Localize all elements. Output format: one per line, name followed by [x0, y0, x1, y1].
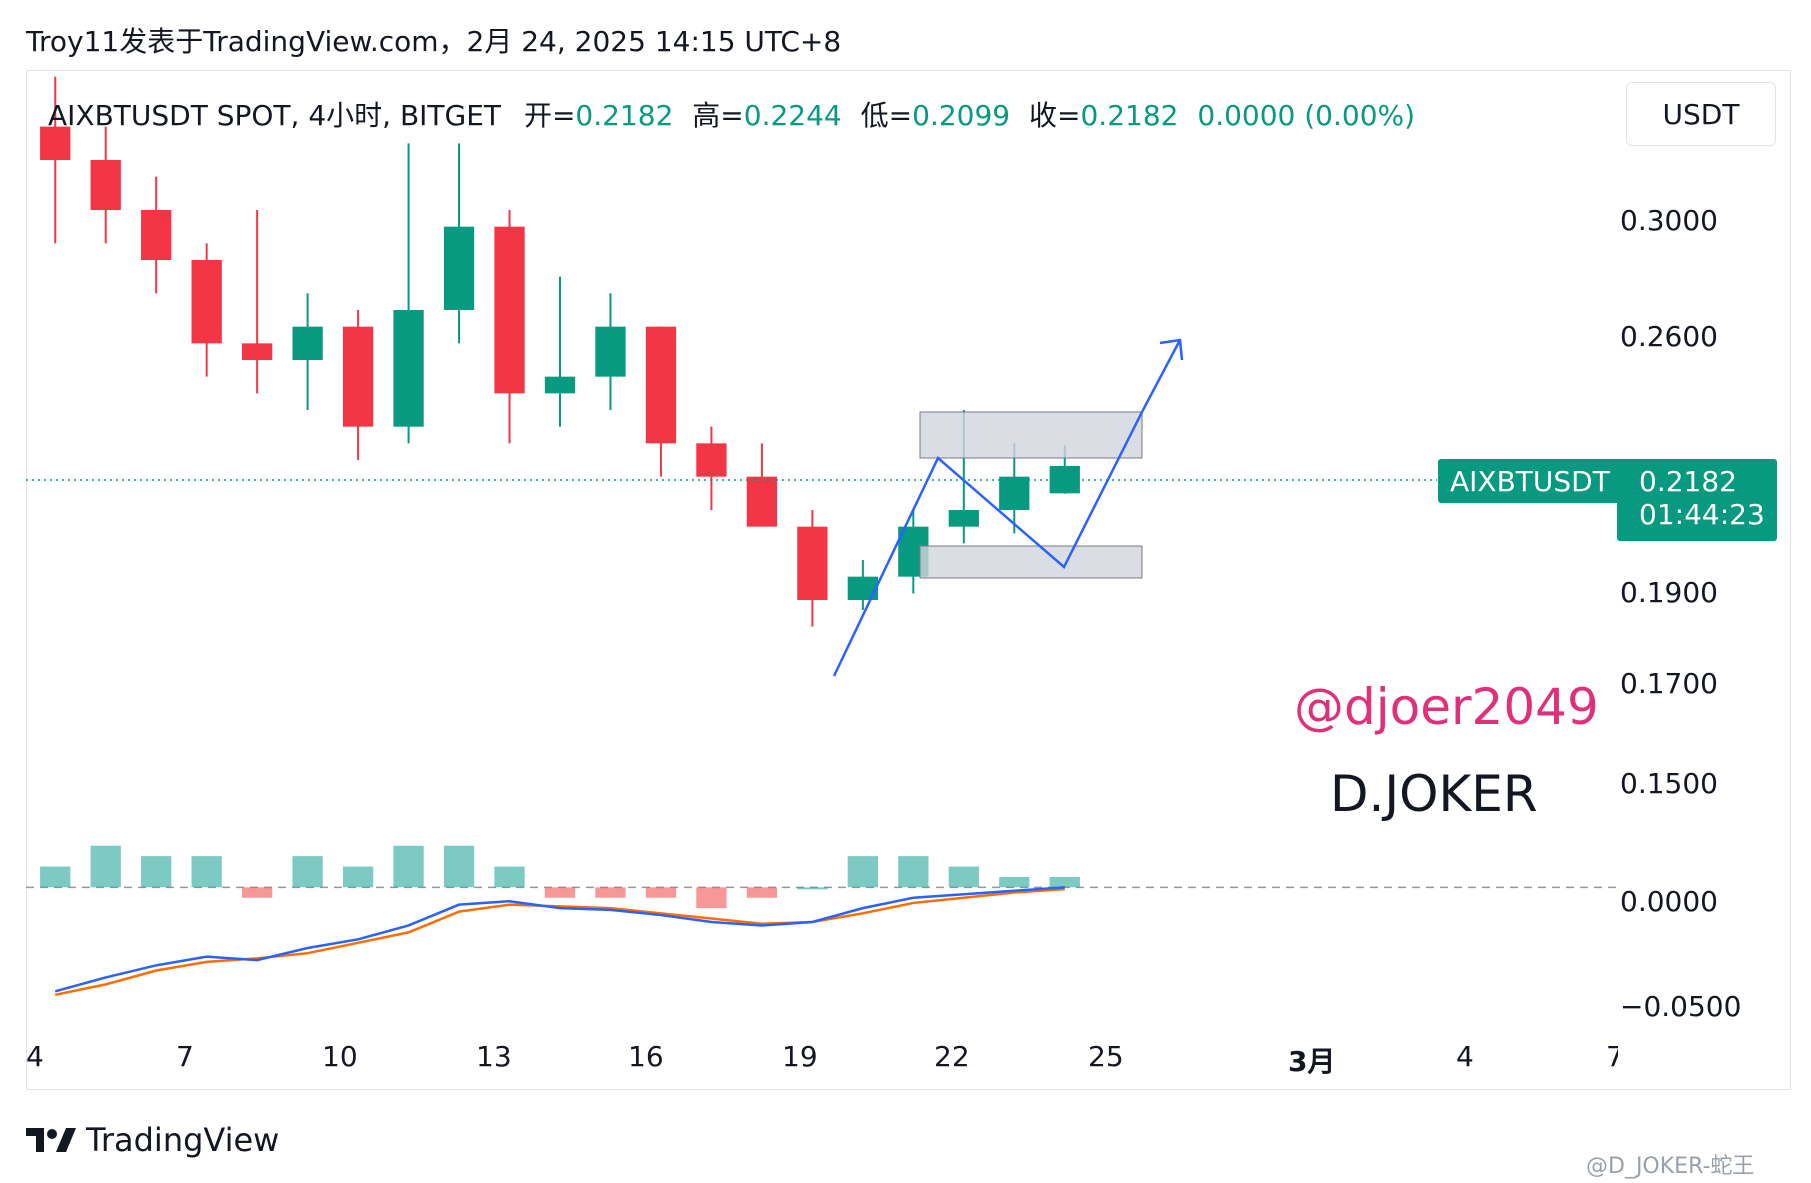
candle-body — [847, 576, 878, 600]
chart-legend: AIXBTUSDT SPOT, 4小时, BITGET 开=0.2182 高=0… — [48, 94, 1415, 134]
legend-high-value: 0.2244 — [743, 99, 842, 132]
macd-histogram-bar — [342, 866, 374, 888]
y-tick-label: 0.3000 — [1620, 204, 1718, 237]
y-tick-label: 0.1900 — [1620, 576, 1718, 609]
legend-high-label: 高= — [692, 99, 744, 132]
macd-histogram-bar — [696, 887, 727, 909]
brand-name: TradingView — [86, 1121, 280, 1159]
legend-close-value: 0.2182 — [1080, 99, 1179, 132]
projection-arrowhead — [1159, 338, 1184, 361]
macd-histogram-bar — [393, 845, 424, 888]
macd-histogram-bar — [141, 856, 172, 888]
macd-histogram-bar — [645, 887, 677, 898]
macd-histogram-bar — [40, 866, 71, 888]
x-tick-label: 7 — [176, 1040, 194, 1073]
legend-low-value: 0.2099 — [912, 99, 1011, 132]
y-tick-label: 0.0000 — [1620, 885, 1718, 918]
macd-line — [54, 886, 1065, 993]
macd-histogram — [40, 845, 1080, 909]
x-tick-label: 10 — [322, 1040, 358, 1073]
macd-histogram-bar — [948, 866, 979, 888]
macd-histogram-bar — [494, 866, 525, 888]
candle-body — [242, 343, 273, 360]
macd-histogram-bar — [544, 887, 576, 898]
symbol-price-tag: AIXBTUSDT — [1438, 459, 1622, 503]
legend-change: 0.0000 (0.00%) — [1197, 99, 1416, 132]
legend-open-label: 开= — [523, 99, 576, 132]
candle-body — [40, 126, 71, 160]
macd-histogram-bar — [746, 887, 778, 898]
legend-low-label: 低= — [860, 99, 913, 132]
candle-body — [292, 326, 323, 360]
candle-body — [90, 160, 121, 210]
macd-histogram-bar — [90, 845, 121, 888]
tradingview-logo-icon — [26, 1128, 76, 1152]
candle-body — [141, 210, 172, 260]
macd-histogram-bar — [797, 887, 828, 890]
watermark-handle: @djoer2049 — [1294, 678, 1599, 736]
chart-frame — [26, 70, 1791, 1090]
x-tick-label: 3月 — [1288, 1045, 1336, 1078]
footer-credit: @D_JOKER-蛇王 — [1586, 1154, 1755, 1179]
macd-histogram-bar — [898, 856, 929, 888]
signal-line — [54, 887, 1065, 997]
candle-body — [443, 226, 475, 310]
candle-body — [393, 310, 424, 427]
candle-body — [746, 476, 778, 527]
legend-symbol: AIXBTUSDT SPOT, 4小时, BITGET — [48, 99, 502, 132]
x-tick-label: 4 — [1456, 1040, 1474, 1073]
candle-body — [645, 326, 677, 444]
last-price-value: 0.2182 — [1639, 465, 1737, 498]
projection-path — [832, 339, 1182, 677]
y-tick-label: 0.1500 — [1620, 767, 1718, 800]
candle-body — [191, 260, 222, 344]
macd-histogram-bar — [999, 876, 1030, 888]
candle-body — [696, 443, 727, 477]
candle-body — [544, 376, 576, 394]
macd-histogram-bar — [191, 856, 222, 888]
candle-body — [342, 326, 374, 427]
x-tick-label: 16 — [628, 1040, 664, 1073]
candle-body — [797, 526, 828, 600]
macd-histogram-bar — [443, 845, 475, 888]
macd-histogram-bar — [847, 856, 878, 888]
y-tick-label: 0.2600 — [1620, 320, 1718, 353]
candle-body — [595, 326, 626, 377]
currency-selector[interactable]: USDT — [1626, 82, 1776, 146]
candle-body — [999, 476, 1030, 510]
candlestick-series — [40, 76, 1080, 627]
legend-open-value: 0.2182 — [575, 99, 674, 132]
bar-countdown: 01:44:23 — [1639, 498, 1765, 531]
support-zone — [919, 545, 1143, 579]
x-tick-label: 4 — [26, 1040, 44, 1073]
macd-histogram-bar — [292, 856, 323, 888]
watermark-name: D.JOKER — [1330, 765, 1538, 823]
macd-histogram-bar — [1049, 876, 1080, 888]
y-tick-label: −0.0500 — [1620, 990, 1742, 1022]
last-price-tag: 0.2182 01:44:23 — [1617, 459, 1777, 541]
candle-body — [494, 226, 525, 394]
tradingview-brand[interactable]: TradingView — [26, 1121, 279, 1159]
x-tick-label: 22 — [934, 1040, 970, 1073]
macd-histogram-bar — [242, 887, 273, 898]
x-tick-label: 25 — [1088, 1040, 1124, 1073]
x-tick-label: 7 — [1606, 1040, 1618, 1073]
y-tick-label: 0.1700 — [1620, 667, 1718, 700]
resistance-zone — [919, 411, 1143, 459]
publish-line: Troy11发表于TradingView.com，2月 24, 2025 14:… — [26, 25, 842, 58]
x-tick-label: 13 — [476, 1040, 512, 1073]
candle-body — [948, 510, 979, 527]
legend-close-label: 收= — [1029, 99, 1081, 132]
macd-histogram-bar — [595, 887, 626, 898]
x-tick-label: 19 — [782, 1040, 818, 1073]
